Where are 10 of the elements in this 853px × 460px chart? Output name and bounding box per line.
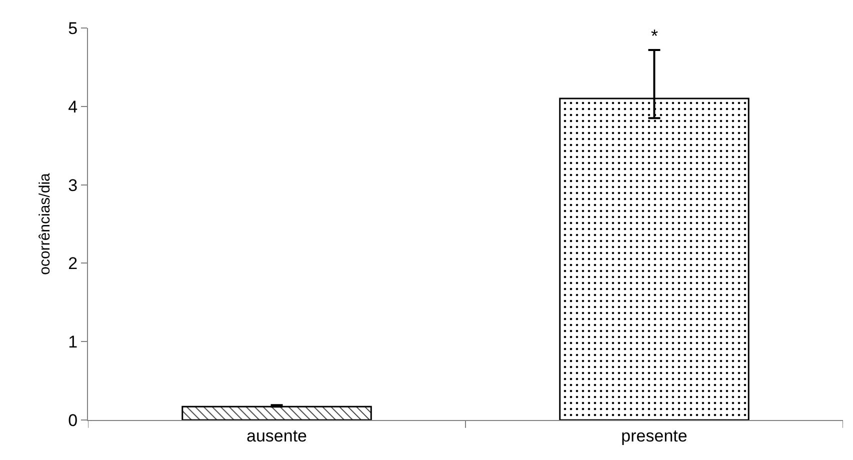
y-tick-label: 2 <box>68 254 78 274</box>
y-axis-title: ocorrências/dia <box>36 172 54 275</box>
y-tick-label: 4 <box>68 97 78 116</box>
y-tick-label: 1 <box>68 332 78 352</box>
y-tick-label: 0 <box>68 410 78 430</box>
y-tick-label: 5 <box>68 18 78 38</box>
annotation: * <box>651 26 658 46</box>
x-tick-label: presente <box>621 426 688 446</box>
x-tick-label: ausente <box>246 426 307 446</box>
y-tick-label: 3 <box>68 176 78 195</box>
